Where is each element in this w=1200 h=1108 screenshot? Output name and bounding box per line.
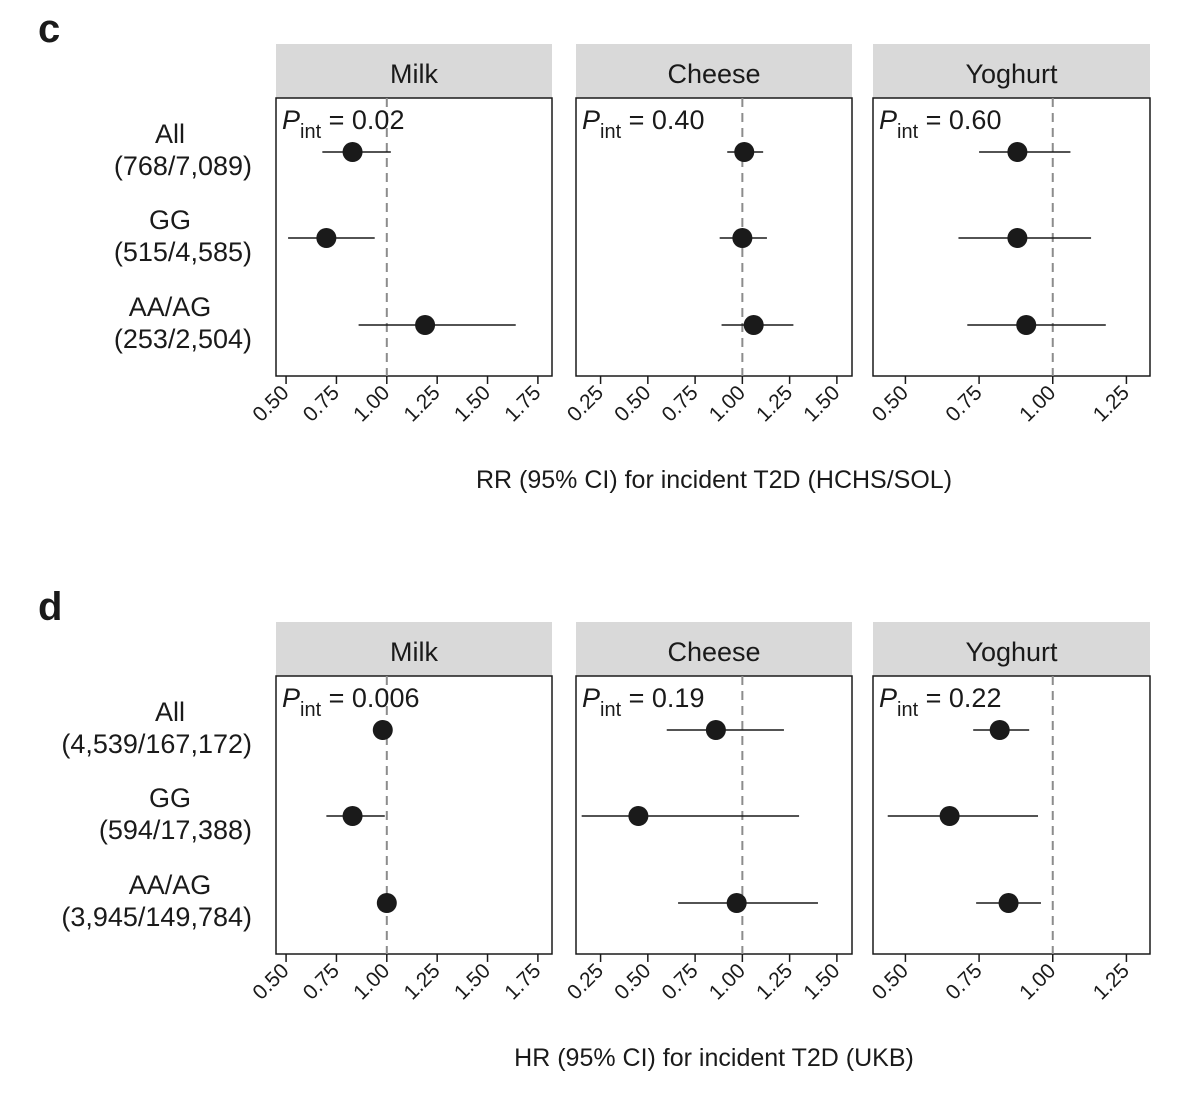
x-tick-label: 1.25 [400, 381, 445, 426]
x-tick-label: 1.00 [705, 381, 750, 426]
point-estimate [705, 720, 726, 740]
x-tick-label: 0.75 [941, 381, 986, 426]
row-label: GG [149, 783, 191, 813]
x-tick-label: 1.00 [349, 959, 394, 1004]
facet-strip [276, 622, 552, 676]
plot-frame [575, 97, 853, 377]
point-estimate [372, 720, 393, 740]
plot-frame [575, 675, 853, 955]
x-tick-label: 0.25 [563, 959, 608, 1004]
point-estimate [342, 142, 363, 162]
x-axis-title: RR (95% CI) for incident T2D (HCHS/SOL) [476, 466, 952, 494]
x-axis-title: HR (95% CI) for incident T2D (UKB) [514, 1044, 914, 1072]
p-interaction-label: Pint = 0.02 [282, 105, 404, 143]
plot-frame [872, 675, 1151, 955]
facet-title: Milk [390, 59, 438, 89]
panel-d: d All(4,539/167,172) GG(594/17,388) AA/AG(3… [38, 585, 1151, 1072]
x-tick-label: 0.75 [657, 959, 702, 1004]
p-interaction-label: Pint = 0.40 [582, 105, 704, 143]
x-tick-label: 0.25 [563, 381, 608, 426]
row-label: AA/AG [129, 292, 212, 322]
panel-c: c All(768/7,089) GG(515/4,585) AA/AG(253/2,… [38, 7, 1151, 494]
point-estimate [1016, 315, 1037, 335]
x-tick-label: 1.25 [1089, 381, 1134, 426]
x-tick-label: 0.50 [868, 381, 913, 426]
facet-yoghurt: Yoghurt Pint = 0.60 0.50 0.75 1.00 1.25 [868, 44, 1151, 426]
row-label: AA/AG [129, 870, 212, 900]
x-tick-label: 0.50 [248, 959, 293, 1004]
row-count: (515/4,585) [114, 237, 252, 267]
x-tick-label: 0.75 [657, 381, 702, 426]
point-estimate [734, 142, 755, 162]
row-count: (594/17,388) [99, 815, 252, 845]
facet-strip [873, 622, 1150, 676]
p-interaction-label: Pint = 0.22 [879, 683, 1001, 721]
x-tick-label: 1.00 [1015, 959, 1060, 1004]
x-tick-label: 1.75 [500, 959, 545, 1004]
facet-milk: Milk Pint = 0.006 0.50 0.75 1.00 1.25 1.50 1.75 [248, 622, 553, 1004]
x-tick-label: 0.50 [610, 959, 655, 1004]
x-tick-label: 1.75 [500, 381, 545, 426]
x-tick-label: 1.25 [1089, 959, 1134, 1004]
point-estimate [342, 806, 363, 826]
x-tick-label: 1.00 [349, 381, 394, 426]
x-tick-label: 1.00 [1015, 381, 1060, 426]
row-count: (768/7,089) [114, 151, 252, 181]
point-estimate [1007, 228, 1028, 248]
row-label: All [155, 697, 185, 727]
row-count: (253/2,504) [114, 324, 252, 354]
row-label: All [155, 119, 185, 149]
facet-strip [576, 622, 852, 676]
point-estimate [726, 893, 747, 913]
facet-title: Yoghurt [965, 59, 1058, 89]
x-tick-label: 1.00 [705, 959, 750, 1004]
point-estimate [415, 315, 436, 335]
x-tick-label: 1.25 [752, 959, 797, 1004]
x-tick-label: 0.50 [248, 381, 293, 426]
x-tick-label: 0.75 [299, 959, 344, 1004]
facet-cheese: Cheese Pint = 0.19 0.25 0.50 0.75 1.00 1.25 1.5… [563, 622, 853, 1004]
facet-title: Cheese [667, 59, 760, 89]
point-estimate [376, 893, 397, 913]
point-estimate [316, 228, 337, 248]
x-tick-label: 0.75 [941, 959, 986, 1004]
point-estimate [989, 720, 1010, 740]
facet-strip [873, 44, 1150, 98]
point-estimate [732, 228, 753, 248]
x-tick-label: 1.50 [799, 959, 844, 1004]
point-estimate [743, 315, 764, 335]
x-tick-label: 0.50 [868, 959, 913, 1004]
x-tick-label: 1.50 [799, 381, 844, 426]
facet-title: Milk [390, 637, 438, 667]
point-estimate [628, 806, 649, 826]
row-label: GG [149, 205, 191, 235]
facet-title: Yoghurt [965, 637, 1058, 667]
point-estimate [939, 806, 960, 826]
plot-frame [275, 675, 553, 955]
facet-strip [276, 44, 552, 98]
point-estimate [1007, 142, 1028, 162]
x-tick-label: 0.75 [299, 381, 344, 426]
p-interaction-label: Pint = 0.60 [879, 105, 1001, 143]
facet-strip [576, 44, 852, 98]
plot-frame [275, 97, 553, 377]
x-tick-label: 0.50 [610, 381, 655, 426]
x-tick-label: 1.25 [752, 381, 797, 426]
x-tick-label: 1.50 [450, 959, 495, 1004]
x-tick-label: 1.25 [400, 959, 445, 1004]
facet-cheese: Cheese Pint = 0.40 0.25 0.50 0.75 1.00 1.25 1.5… [563, 44, 853, 426]
panel-label: d [38, 585, 62, 629]
panel-label: c [38, 7, 60, 51]
point-estimate [998, 893, 1019, 913]
facet-title: Cheese [667, 637, 760, 667]
row-count: (4,539/167,172) [61, 729, 252, 759]
p-interaction-label: Pint = 0.006 [282, 683, 419, 721]
facet-milk: Milk Pint = 0.02 0.50 0.75 1.00 1.25 1.50 1.75 [248, 44, 553, 426]
row-count: (3,945/149,784) [61, 902, 252, 932]
facet-yoghurt: Yoghurt Pint = 0.22 0.50 0.75 1.00 1.25 [868, 622, 1151, 1004]
x-tick-label: 1.50 [450, 381, 495, 426]
plot-frame [872, 97, 1151, 377]
p-interaction-label: Pint = 0.19 [582, 683, 704, 721]
